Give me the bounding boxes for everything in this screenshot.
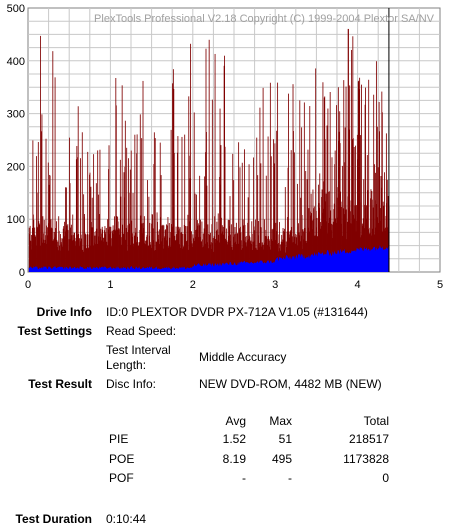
- x-axis: 0 1 2 3 4 5: [25, 279, 443, 291]
- disc-info-value: NEW DVD-ROM, 4482 MB (NEW): [199, 377, 382, 391]
- test-settings-label: Test Settings: [0, 324, 92, 338]
- row-total: 1173828: [310, 452, 389, 466]
- chart-watermark: PlexTools Professional V2.18 Copyright (…: [94, 13, 435, 25]
- disc-info-label: Disc Info:: [106, 377, 156, 391]
- row-name: POE: [109, 452, 134, 466]
- error-chart: PlexTools Professional V2.18 Copyright (…: [0, 0, 449, 300]
- row-avg: 1.52: [200, 432, 246, 446]
- read-speed-label: Read Speed:: [106, 324, 176, 338]
- row-name: POF: [109, 471, 134, 485]
- y-axis: 0 100 200 300 400 500: [7, 3, 25, 279]
- poe-bar: [190, 44, 191, 272]
- poe-bar: [348, 29, 349, 272]
- poe-bar: [263, 88, 264, 272]
- row-avg: -: [200, 471, 246, 485]
- poe-bar: [270, 83, 271, 272]
- x-tick-label: 2: [190, 279, 196, 291]
- poe-bar: [52, 51, 53, 272]
- row-max: 51: [246, 432, 292, 446]
- header-avg: Avg: [200, 414, 246, 428]
- y-tick-label: 200: [7, 161, 25, 173]
- y-tick-label: 400: [7, 56, 25, 68]
- drive-info-label: Drive Info: [0, 305, 92, 319]
- y-tick-label: 0: [19, 267, 25, 279]
- test-duration-value: 0:10:44: [106, 512, 146, 526]
- x-tick-label: 4: [355, 279, 361, 291]
- test-interval-length-label: Length:: [106, 358, 146, 372]
- test-interval-label: Test Interval: [106, 343, 171, 357]
- x-tick-label: 1: [107, 279, 113, 291]
- x-tick-label: 5: [437, 279, 443, 291]
- row-max: 495: [246, 452, 292, 466]
- row-max: -: [246, 471, 292, 485]
- y-tick-label: 100: [7, 214, 25, 226]
- row-name: PIE: [109, 432, 128, 446]
- drive-info-value: ID:0 PLEXTOR DVDR PX-712A V1.05 (#131644…: [106, 305, 368, 319]
- poe-bar: [215, 54, 216, 272]
- test-result-label: Test Result: [0, 377, 92, 391]
- row-total: 218517: [310, 432, 389, 446]
- row-total: 0: [310, 471, 389, 485]
- y-tick-label: 300: [7, 109, 25, 121]
- row-avg: 8.19: [200, 452, 246, 466]
- y-tick-label: 500: [7, 3, 25, 15]
- x-tick-label: 0: [25, 279, 31, 291]
- test-duration-label: Test Duration: [0, 512, 92, 526]
- header-max: Max: [246, 414, 292, 428]
- header-total: Total: [310, 414, 389, 428]
- x-tick-label: 3: [272, 279, 278, 291]
- test-interval-value: Middle Accuracy: [199, 350, 286, 364]
